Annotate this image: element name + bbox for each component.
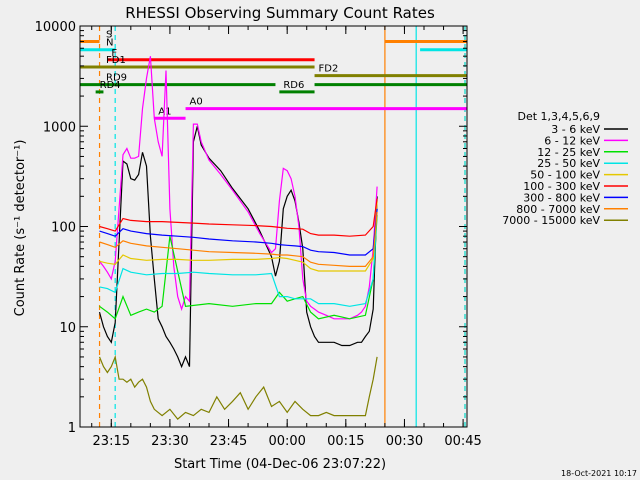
series-line-0	[98, 126, 378, 369]
overlay-label-s: S	[106, 30, 112, 41]
series-line-6	[99, 208, 378, 256]
overlay-label-rd4: RD4	[100, 80, 121, 91]
overlay-label-rd6: RD6	[283, 80, 304, 91]
x-axis-label: Start Time (04-Dec-06 23:07:22)	[174, 457, 386, 472]
series-line-2	[99, 215, 378, 320]
overlay-label-rd9: RD9	[106, 73, 127, 84]
legend-label: 7000 - 15000 keV	[502, 214, 600, 227]
legend-label: 25 - 50 keV	[537, 157, 600, 170]
legend-label: 6 - 12 keV	[544, 134, 600, 147]
x-tick-label: 23:15	[93, 434, 130, 449]
x-tick-label: 23:30	[151, 434, 188, 449]
x-tick-label: 00:30	[386, 434, 423, 449]
overlay-label-a0: A0	[190, 97, 203, 108]
y-tick-label: 1	[68, 421, 76, 436]
legend-label: 100 - 300 keV	[523, 180, 600, 193]
x-tick-label: 00:45	[444, 434, 481, 449]
y-tick-label: 10000	[35, 20, 76, 35]
series-line-8	[98, 354, 378, 420]
x-tick-label: 00:15	[327, 434, 364, 449]
legend-label: 12 - 25 keV	[537, 146, 600, 159]
legend-label: 3 - 6 keV	[551, 123, 600, 136]
overlay-label-n: N	[106, 38, 113, 49]
legend-label: 800 - 7000 keV	[516, 203, 600, 216]
axes: 1 10 100 1000 10000 23:15 23:30 23:45 00:00 00:15…	[35, 20, 482, 449]
overlay-label-a1: A1	[158, 106, 171, 117]
x-tick-label: 00:00	[268, 434, 305, 449]
legend-label: 50 - 100 keV	[530, 169, 600, 182]
y-axis-label: Count Rate (s⁻¹ detector⁻¹)	[13, 140, 28, 317]
series-line-3	[99, 208, 378, 307]
overlay-label-f: F	[111, 48, 117, 59]
x-tick-label: 23:45	[210, 434, 247, 449]
overlay-label-fd1: FD1	[106, 55, 126, 66]
chart-title: RHESSI Observing Summary Count Rates	[125, 4, 435, 22]
overlay-label-fd2: FD2	[319, 64, 339, 75]
legend-title: Det 1,3,4,5,6,9	[517, 110, 600, 123]
series-line-1	[99, 56, 378, 320]
series-line-5	[99, 198, 378, 237]
series-line-7	[99, 211, 378, 267]
y-tick-label: 100	[51, 221, 76, 236]
y-tick-label: 1000	[43, 120, 76, 135]
series-line-4	[99, 200, 378, 272]
legend-label: 300 - 800 keV	[523, 191, 600, 204]
footer-timestamp: 18-Oct-2021 10:17	[561, 469, 637, 478]
y-tick-label: 10	[59, 321, 76, 336]
